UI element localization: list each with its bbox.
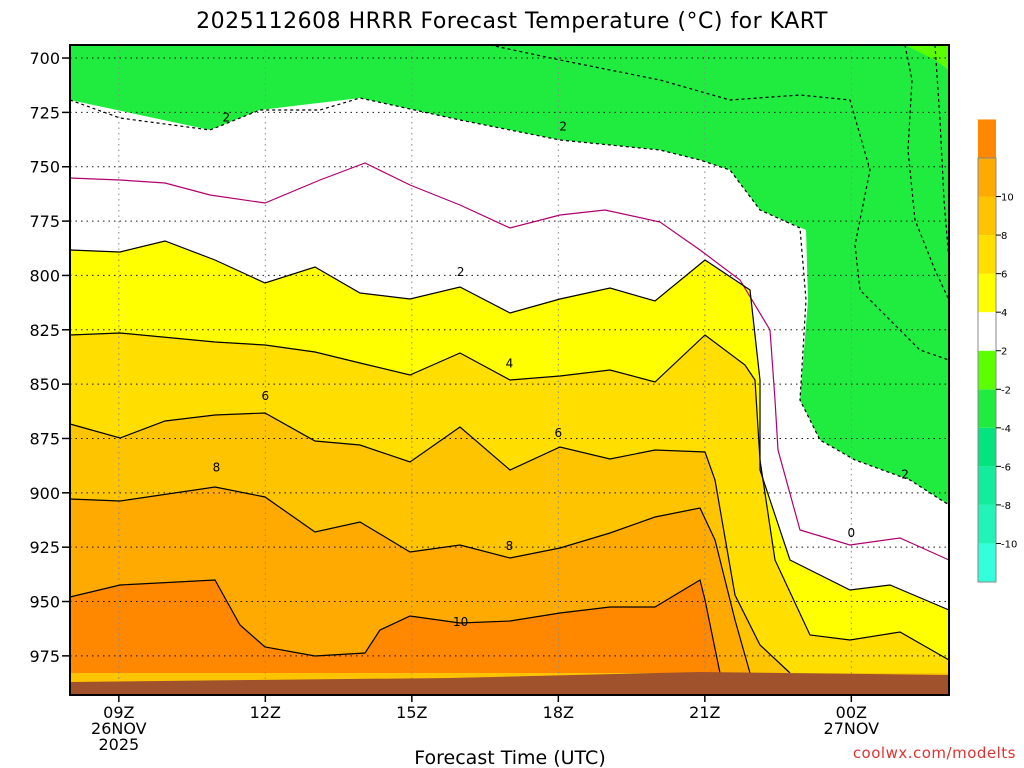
contour-label: 6 bbox=[555, 426, 563, 440]
y-tick-label: 850 bbox=[29, 375, 60, 394]
contour-label: 8 bbox=[506, 539, 514, 553]
colorbar-swatch bbox=[978, 235, 996, 274]
contour-label: 10 bbox=[453, 615, 468, 629]
temperature-band-10 bbox=[70, 580, 720, 673]
contour-label: 2 bbox=[559, 119, 567, 133]
colorbar-label: -6 bbox=[1001, 462, 1011, 473]
y-tick-label: 975 bbox=[29, 647, 60, 666]
colorbar-label: -8 bbox=[1001, 501, 1011, 512]
contour-line-9 bbox=[69, 579, 721, 674]
contour-label: 0 bbox=[848, 526, 856, 540]
colorbar-swatch bbox=[978, 119, 996, 158]
temperature-band-3 bbox=[70, 45, 949, 505]
x-tick-label: 27NOV bbox=[824, 719, 880, 738]
chart-title: 2025112608 HRRR Forecast Temperature (°C… bbox=[196, 9, 828, 34]
contour-label: 8 bbox=[213, 461, 221, 475]
contour-label: 4 bbox=[506, 356, 514, 370]
x-tick-label: 00Z bbox=[836, 703, 867, 722]
contour-line-4 bbox=[69, 162, 950, 561]
colorbar-label: 10 bbox=[1001, 193, 1014, 204]
contour-labels: 2 2 2 4 6 6 8 8 10 0 2 bbox=[213, 111, 909, 629]
colorbar-label: -4 bbox=[1001, 424, 1011, 435]
x-tick-label: 2025 bbox=[98, 735, 139, 754]
colorbar-swatch bbox=[978, 196, 996, 236]
contour-line-1 bbox=[489, 44, 950, 361]
x-tick-label: 18Z bbox=[543, 703, 574, 722]
colorbar-swatch bbox=[978, 273, 996, 313]
colorbar-swatch bbox=[978, 350, 996, 390]
plot-area: 2 2 2 4 6 6 8 8 10 0 2 bbox=[69, 44, 950, 696]
y-tick-label: 875 bbox=[29, 429, 60, 448]
colorbar-swatch bbox=[978, 466, 996, 505]
contour-label: 2 bbox=[901, 467, 909, 481]
y-tick-label: 825 bbox=[29, 321, 60, 340]
plot-frame bbox=[69, 44, 950, 696]
contour-line-2 bbox=[904, 44, 950, 301]
y-tick-label: 950 bbox=[29, 593, 60, 612]
colorbar-label: 2 bbox=[1001, 347, 1007, 358]
terrain-ground bbox=[70, 672, 949, 695]
contour-line-5 bbox=[69, 240, 950, 611]
contour-label: 6 bbox=[262, 389, 270, 403]
y-tick-label: 750 bbox=[29, 158, 60, 177]
colorbar-swatch bbox=[978, 427, 996, 467]
contour-lines bbox=[69, 44, 950, 674]
colorbar-swatch bbox=[978, 389, 996, 428]
grid-lines bbox=[70, 45, 949, 695]
contour-line-8 bbox=[69, 486, 751, 674]
contour-line-7 bbox=[69, 412, 791, 674]
colorbar-label: 8 bbox=[1001, 231, 1007, 242]
colorbar-label: 6 bbox=[1001, 270, 1007, 281]
colorbar-swatch bbox=[978, 158, 996, 197]
x-tick-label: 21Z bbox=[689, 703, 720, 722]
x-tick-label: 26NOV bbox=[91, 719, 147, 738]
contour-label: 2 bbox=[222, 111, 230, 125]
x-tick-label: 12Z bbox=[250, 703, 281, 722]
contour-line-6 bbox=[69, 332, 950, 661]
colorbar-swatch bbox=[978, 504, 996, 544]
colorbar: -10 -8 -6 -4 -2 2 4 6 8 10 bbox=[977, 119, 1017, 583]
colorbar-swatch bbox=[978, 543, 996, 582]
colorbar-label: 4 bbox=[1001, 308, 1007, 319]
y-tick-label: 775 bbox=[29, 212, 60, 231]
temperature-fills bbox=[70, 45, 949, 695]
y-tick-label: 925 bbox=[29, 538, 60, 557]
contour-label: 2 bbox=[457, 265, 465, 279]
x-tick-label: 15Z bbox=[396, 703, 427, 722]
y-tick-label: 700 bbox=[29, 49, 60, 68]
y-tick-label: 800 bbox=[29, 266, 60, 285]
colorbar-frame bbox=[977, 157, 997, 583]
y-tick-label: 900 bbox=[29, 484, 60, 503]
y-tick-label: 725 bbox=[29, 103, 60, 122]
x-tick-label: 09Z bbox=[103, 703, 134, 722]
x-axis-label: Forecast Time (UTC) bbox=[414, 747, 605, 768]
pressure-axis: 700 725 750 775 800 825 850 875 900 925 950 975 bbox=[29, 49, 70, 666]
colorbar-label: -2 bbox=[1001, 385, 1011, 396]
credit-link[interactable]: coolwx.com/modelts bbox=[853, 744, 1016, 762]
contour-line-3 bbox=[934, 44, 950, 261]
colorbar-label: -10 bbox=[1001, 539, 1017, 550]
colorbar-swatch bbox=[978, 312, 996, 351]
